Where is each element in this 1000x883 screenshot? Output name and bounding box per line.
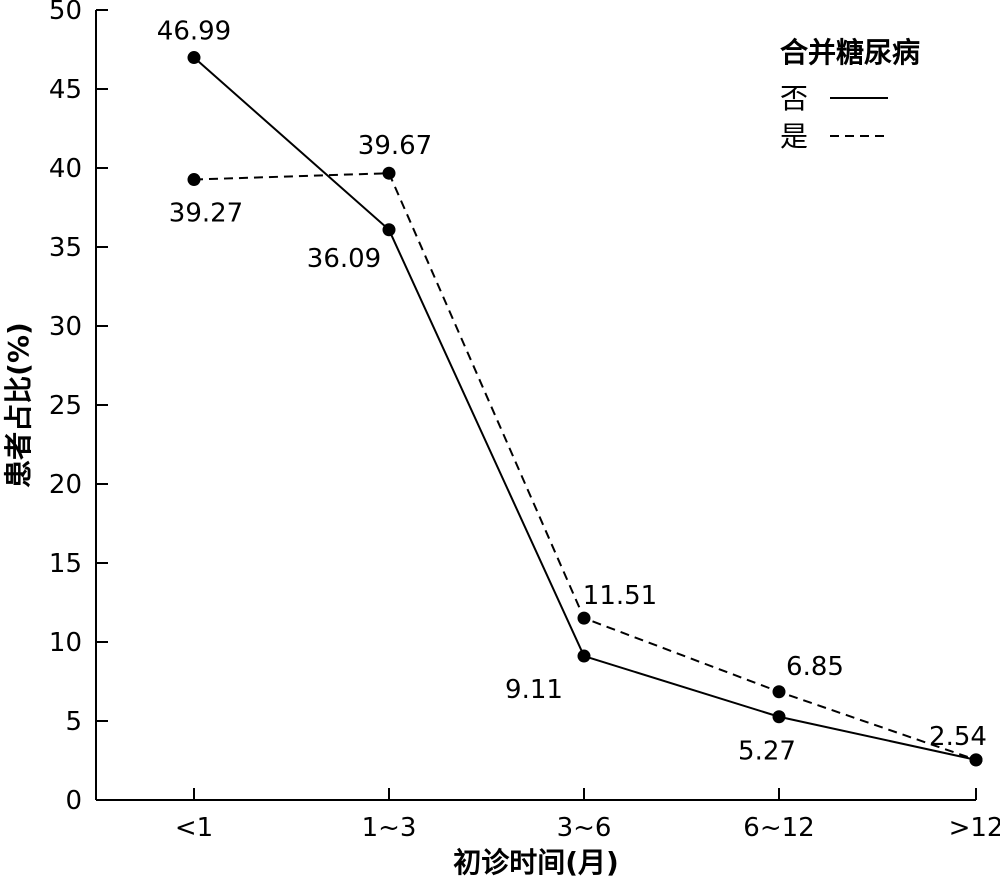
data-label: 36.09 [307, 244, 381, 274]
data-point [577, 611, 591, 625]
data-point [577, 649, 591, 663]
y-tick-label: 35 [49, 233, 82, 263]
y-tick-label: 5 [65, 707, 82, 737]
y-tick-label: 25 [49, 391, 82, 421]
legend-title: 合并糖尿病 [780, 36, 920, 69]
x-tick-label: 1~3 [362, 813, 417, 843]
data-point [187, 51, 201, 65]
legend-label: 是 [780, 120, 808, 153]
y-tick-label: 50 [49, 0, 82, 26]
y-tick-label: 10 [49, 628, 82, 658]
data-label: 5.27 [738, 737, 796, 767]
data-point [187, 173, 201, 187]
chart-axes: 0 5 10 15 20 25 30 35 40 45 50 <1 1~3 3~6 6~12 >12 [49, 0, 1000, 843]
x-tick-label: >12 [949, 813, 1000, 843]
y-tick-label: 40 [49, 154, 82, 184]
data-label: 11.51 [583, 581, 657, 611]
data-label: 2.54 [929, 722, 987, 752]
x-tick-label: <1 [175, 813, 213, 843]
series-layer [187, 51, 983, 767]
y-axis-title: 患者占比(%) [2, 322, 35, 488]
data-point [969, 753, 983, 767]
y-tick-label: 20 [49, 470, 82, 500]
data-label: 39.27 [169, 199, 243, 229]
x-axis-title: 初诊时间(月) [453, 846, 619, 879]
data-point [382, 223, 396, 237]
data-point [382, 166, 396, 180]
y-tick-label: 0 [65, 786, 82, 816]
data-label: 39.67 [358, 131, 432, 161]
data-labels-layer: 46.99 36.09 9.11 5.27 2.54 39.27 39.67 11.51 6.8… [157, 17, 987, 767]
data-label: 46.99 [157, 17, 231, 47]
data-label: 6.85 [786, 652, 844, 682]
legend-label: 否 [780, 82, 808, 115]
y-tick-label: 45 [49, 75, 82, 105]
data-point [772, 710, 786, 724]
x-tick-label: 6~12 [743, 813, 814, 843]
y-tick-label: 30 [49, 312, 82, 342]
data-point [772, 685, 786, 699]
data-label: 9.11 [505, 675, 563, 705]
y-tick-label: 15 [49, 549, 82, 579]
x-tick-label: 3~6 [557, 813, 612, 843]
